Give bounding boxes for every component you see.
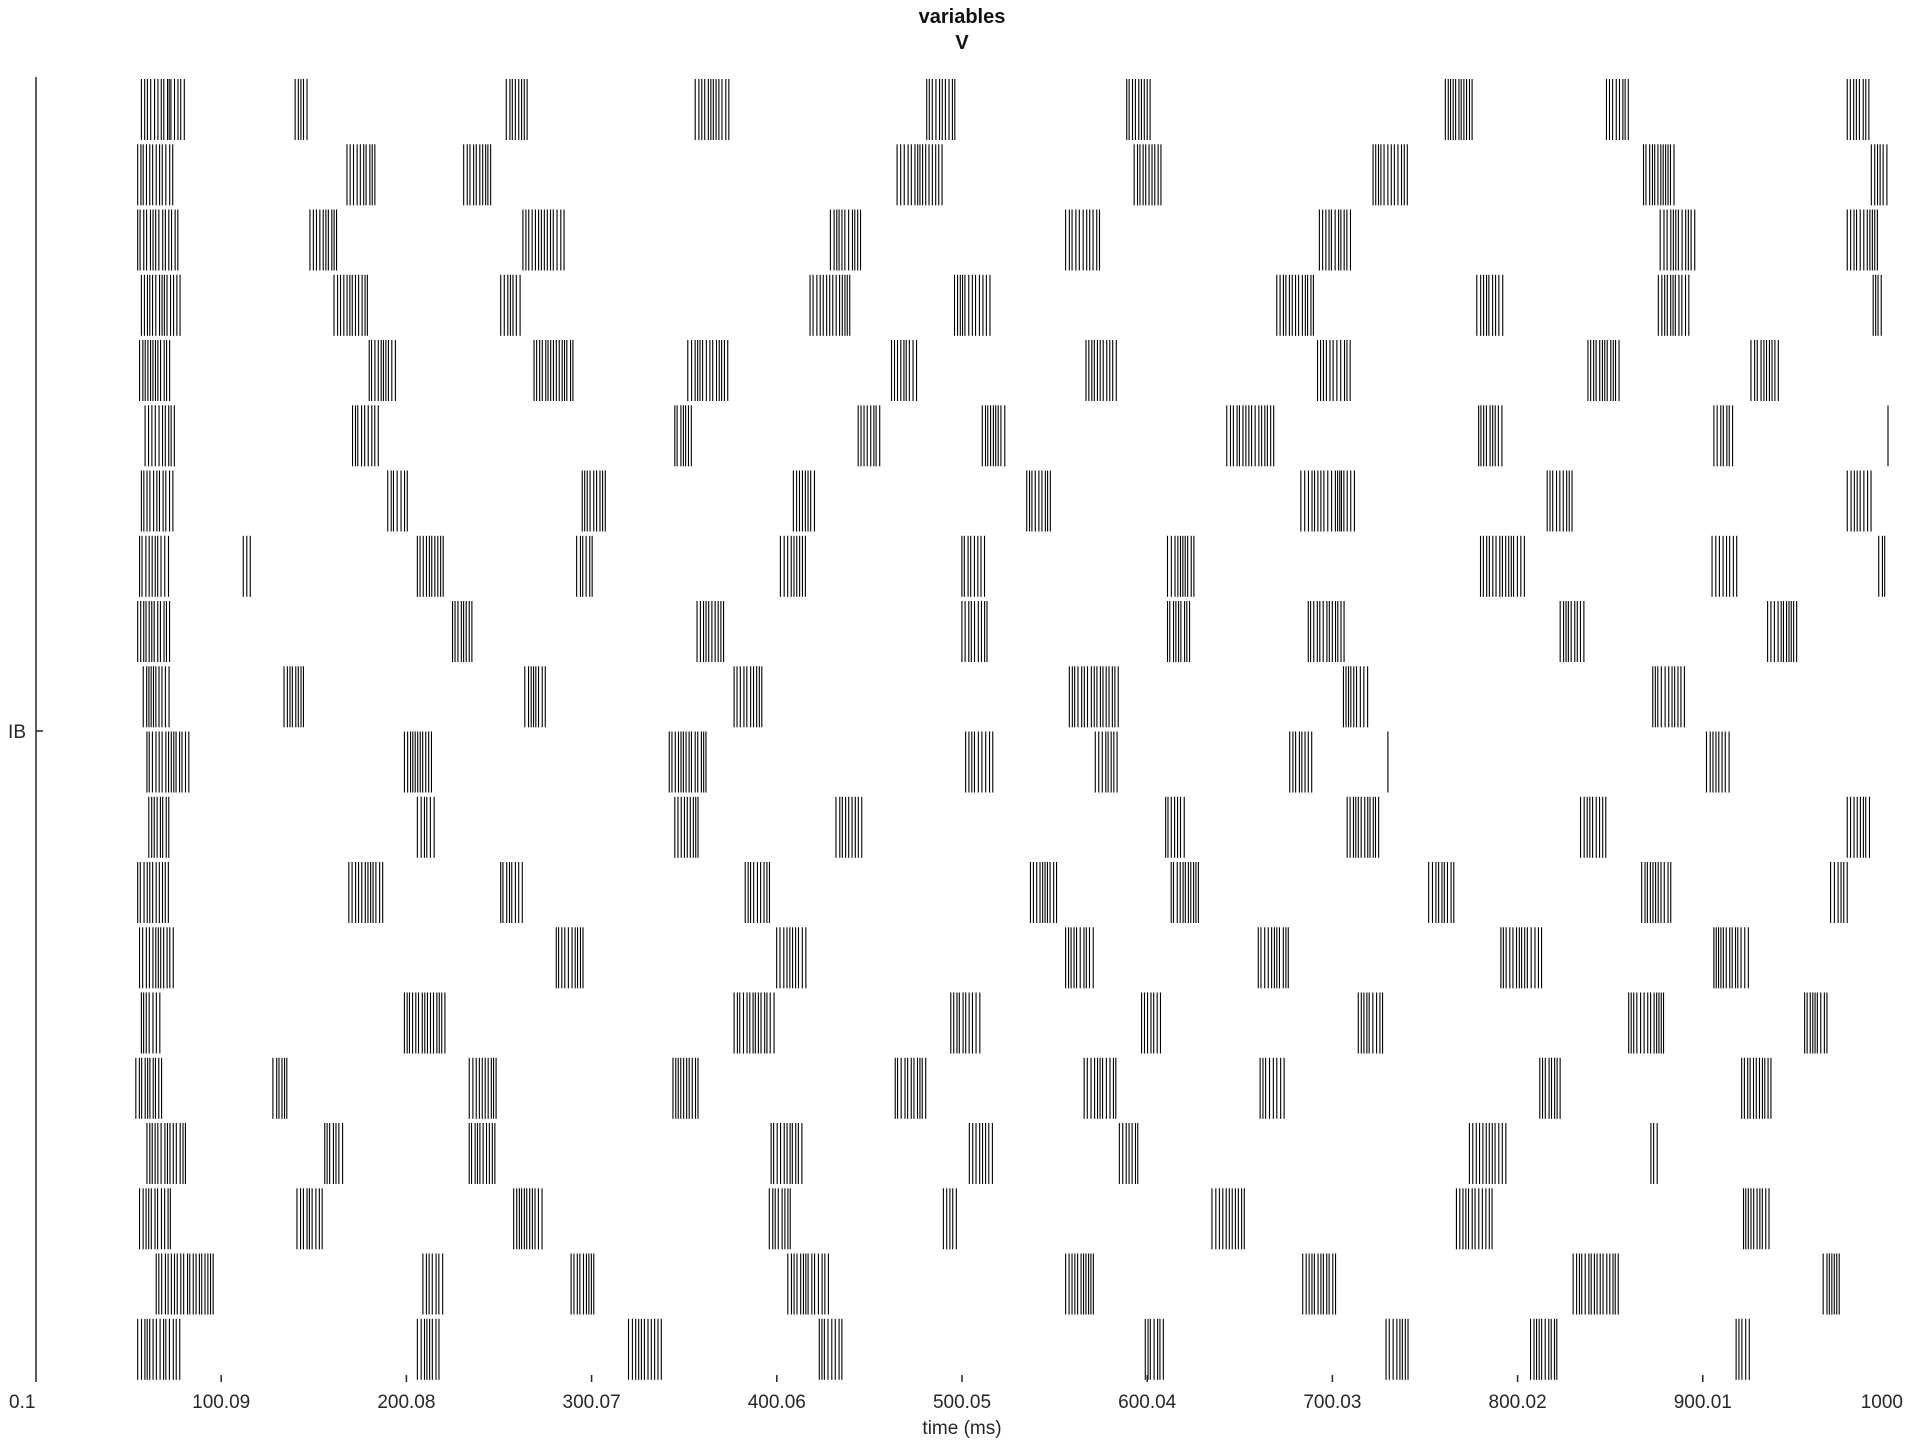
x-tick-label: 200.08 (377, 1392, 435, 1413)
x-tick-label: 800.02 (1489, 1392, 1547, 1413)
x-tick-label: 1000 (1861, 1392, 1903, 1413)
chart-subtitle: V (955, 32, 969, 54)
y-tick-label-ib: IB (8, 722, 26, 743)
x-tick-label: 300.07 (563, 1392, 621, 1413)
spike-raster (135, 79, 1889, 1380)
x-axis-label: time (ms) (922, 1418, 1001, 1439)
x-tick-label: 600.04 (1118, 1392, 1177, 1413)
chart-title: variables (919, 6, 1006, 28)
x-tick-label: 100.09 (192, 1392, 250, 1413)
x-tick-label: 900.01 (1674, 1392, 1732, 1413)
x-axis: 0.1 100.09 200.08 300.07 400.06 500.05 600.04 7… (9, 1375, 1903, 1413)
x-tick-label: 500.05 (933, 1392, 991, 1413)
x-tick-label: 0.1 (9, 1392, 35, 1413)
x-tick-label: 700.03 (1303, 1392, 1361, 1413)
x-tick-label: 400.06 (748, 1392, 806, 1413)
